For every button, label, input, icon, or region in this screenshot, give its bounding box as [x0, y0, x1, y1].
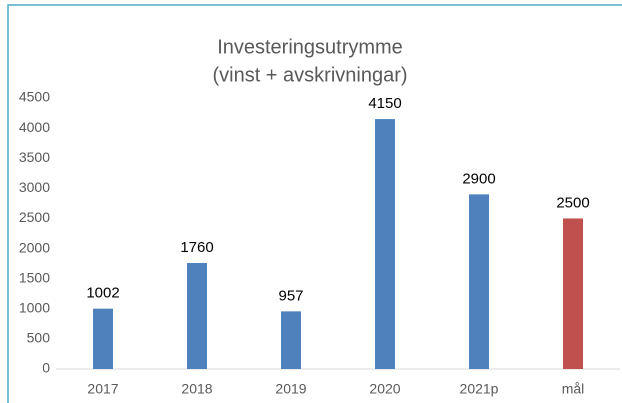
bar — [93, 308, 113, 369]
bar — [375, 119, 395, 369]
x-tick-label: 2017 — [87, 381, 118, 397]
data-label: 1760 — [180, 239, 213, 256]
y-tick-label: 3500 — [19, 149, 50, 165]
chart-subtitle: (vinst + avskrivningar) — [212, 64, 407, 86]
chart-border — [7, 4, 622, 403]
data-label: 957 — [278, 287, 303, 304]
x-tick-label: 2018 — [181, 381, 212, 397]
data-label: 2900 — [462, 170, 495, 187]
y-tick-label: 0 — [42, 360, 50, 376]
x-tick-label: mål — [562, 381, 585, 397]
y-tick-label: 3000 — [19, 179, 50, 195]
y-tick-label: 2000 — [19, 239, 50, 255]
bar — [187, 263, 207, 369]
data-label: 2500 — [556, 194, 589, 211]
x-tick-label: 2020 — [369, 381, 400, 397]
bar — [281, 311, 301, 369]
y-tick-label: 1500 — [19, 269, 50, 285]
x-tick-label: 2021p — [460, 381, 499, 397]
x-tick-label: 2019 — [275, 381, 306, 397]
y-tick-label: 4500 — [19, 89, 50, 105]
data-label: 4150 — [368, 95, 401, 112]
y-tick-label: 2500 — [19, 209, 50, 225]
data-label: 1002 — [86, 285, 119, 302]
y-tick-label: 1000 — [19, 299, 50, 315]
bar — [563, 218, 583, 369]
y-tick-label: 500 — [27, 330, 51, 346]
bar — [469, 194, 489, 369]
chart-title: Investeringsutrymme — [217, 36, 403, 58]
y-tick-label: 4000 — [19, 119, 50, 135]
